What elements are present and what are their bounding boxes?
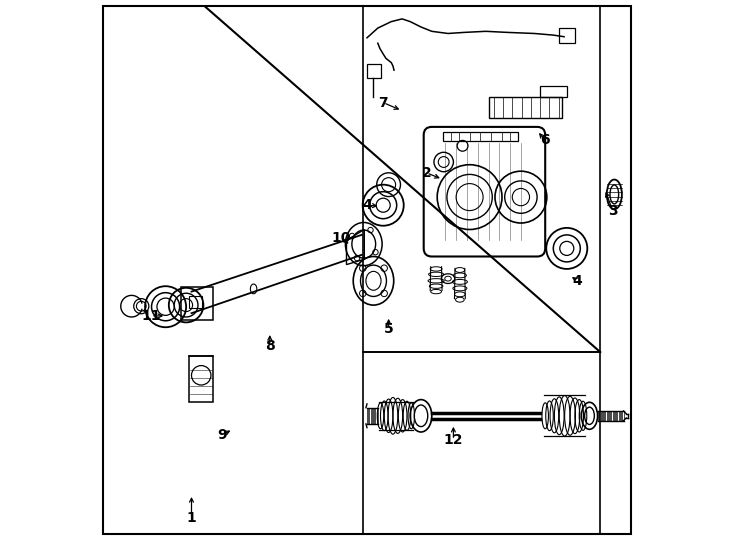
Text: 2: 2 bbox=[421, 166, 432, 180]
Bar bbox=[489, 97, 562, 118]
Text: 6: 6 bbox=[540, 133, 550, 147]
Bar bbox=[363, 6, 600, 352]
Bar bbox=[363, 352, 600, 534]
Bar bbox=[559, 28, 575, 43]
Text: 8: 8 bbox=[265, 339, 275, 353]
Bar bbox=[443, 132, 518, 141]
Text: 3: 3 bbox=[608, 204, 617, 218]
Text: 7: 7 bbox=[379, 96, 388, 110]
Text: 10: 10 bbox=[332, 231, 352, 245]
Bar bbox=[189, 356, 213, 402]
Text: 11: 11 bbox=[141, 309, 161, 323]
Text: 1: 1 bbox=[186, 511, 197, 525]
Bar bbox=[539, 86, 567, 97]
Text: 4: 4 bbox=[362, 198, 372, 212]
Bar bbox=[189, 296, 203, 308]
Text: 9: 9 bbox=[217, 428, 227, 442]
Text: 5: 5 bbox=[384, 322, 393, 336]
Bar bbox=[181, 287, 213, 320]
Bar bbox=[367, 64, 380, 78]
Text: 12: 12 bbox=[443, 433, 463, 447]
Text: 4: 4 bbox=[573, 274, 583, 288]
